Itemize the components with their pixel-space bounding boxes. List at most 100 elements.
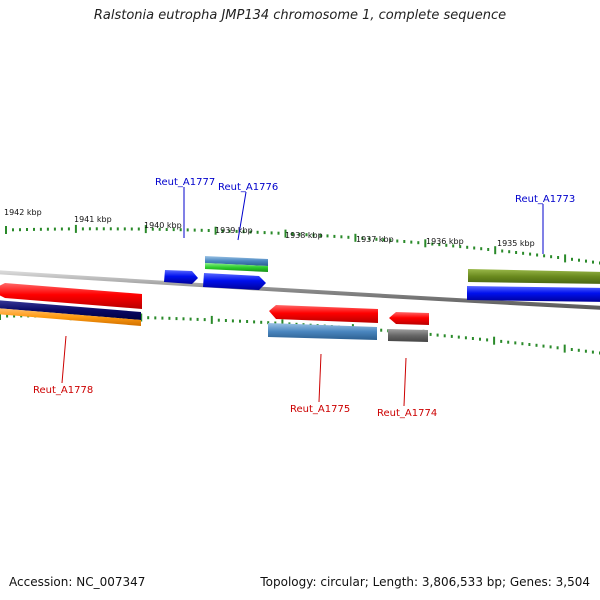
minor-tick [116, 227, 119, 231]
minor-tick [487, 248, 490, 251]
gene-reut-a1774-domain-gray [388, 329, 428, 342]
kbp-label: 1938 kbp [285, 231, 323, 240]
minor-tick [522, 251, 525, 255]
minor-tick [571, 257, 573, 261]
minor-tick [253, 320, 256, 324]
gene-reut-a1776-domain-steel [205, 256, 268, 266]
outer-tick-ruler [5, 224, 600, 265]
minor-tick [480, 247, 483, 251]
kbp-label: 1937 kbp [356, 235, 394, 244]
major-tick [210, 315, 213, 324]
minor-tick [224, 319, 227, 322]
minor-tick [33, 227, 35, 231]
minor-tick [228, 229, 231, 233]
gene-label-reut-a1773[interactable]: Reut_A1773 [515, 194, 575, 205]
minor-tick [535, 343, 538, 347]
minor-tick [88, 227, 91, 231]
minor-tick [123, 227, 126, 231]
gene-label-reut-a1778[interactable]: Reut_A1778 [33, 385, 93, 396]
gene-label-reut-a1776[interactable]: Reut_A1776 [218, 182, 278, 193]
kbp-label: 1939 kbp [215, 226, 253, 235]
minor-tick [175, 317, 178, 321]
minor-tick [161, 316, 164, 320]
major-tick [281, 319, 284, 328]
minor-tick [473, 246, 476, 250]
major-tick [424, 239, 427, 248]
minor-tick [46, 227, 49, 231]
gene-label-reut-a1777[interactable]: Reut_A1777 [155, 177, 215, 188]
minor-tick [231, 319, 234, 323]
major-tick [564, 254, 567, 263]
gene-reut-a1774[interactable] [389, 312, 429, 325]
gene-reut-a1776[interactable] [203, 273, 266, 290]
minor-tick [179, 228, 182, 232]
minor-tick [221, 229, 224, 233]
minor-tick [514, 341, 517, 345]
minor-tick [452, 244, 455, 248]
kbp-label: 1941 kbp [74, 215, 112, 224]
minor-tick [521, 342, 524, 346]
minor-tick [95, 227, 98, 231]
kbp-labels: 1942 kbp 1941 kbp 1940 kbp 1939 kbp 1938… [4, 208, 535, 248]
kbp-label: 1940 kbp [144, 221, 182, 230]
minor-tick [154, 316, 157, 320]
minor-tick [380, 328, 383, 332]
kbp-label: 1936 kbp [426, 237, 464, 246]
minor-tick [578, 258, 580, 262]
minor-tick [429, 332, 432, 336]
minor-tick [396, 239, 399, 243]
minor-tick [584, 349, 587, 353]
minor-tick [151, 227, 154, 231]
minor-tick [267, 321, 270, 325]
minor-tick [147, 316, 150, 320]
minor-tick [217, 318, 220, 322]
minor-tick [528, 343, 531, 346]
minor-tick [591, 350, 594, 354]
gene-label-reut-a1775[interactable]: Reut_A1775 [290, 404, 350, 415]
minor-tick [557, 256, 560, 259]
minor-tick [6, 314, 9, 318]
minor-tick [305, 233, 308, 237]
kbp-label: 1935 kbp [497, 239, 535, 248]
minor-tick [326, 234, 329, 238]
minor-tick [165, 228, 168, 231]
minor-tick [438, 243, 441, 247]
major-tick [284, 229, 287, 238]
major-tick [563, 344, 566, 353]
minor-tick [585, 259, 587, 263]
gene-labels: Reut_A1777 Reut_A1776 Reut_A1773 Reut_A1… [33, 177, 575, 419]
major-tick [74, 224, 77, 233]
gene-reut-a1777[interactable] [164, 270, 198, 284]
minor-tick [137, 227, 140, 231]
minor-tick [457, 335, 460, 339]
gene-reut-a1775[interactable] [269, 305, 378, 323]
minor-tick [508, 250, 511, 254]
minor-tick [577, 348, 580, 352]
minor-tick [436, 333, 439, 337]
minor-tick [172, 228, 175, 232]
minor-tick [298, 232, 301, 236]
minor-tick [235, 229, 238, 233]
minor-tick [249, 230, 252, 234]
minor-tick [182, 317, 185, 321]
gene-label-reut-a1774[interactable]: Reut_A1774 [377, 408, 437, 419]
minor-tick [242, 230, 245, 234]
minor-tick [459, 245, 462, 249]
minor-tick [471, 337, 474, 340]
map-title: Ralstonia eutropha JMP134 chromosome 1, … [93, 8, 507, 23]
minor-tick [361, 236, 364, 240]
gene-reut-a1778[interactable] [0, 283, 142, 309]
major-tick [140, 313, 143, 322]
minor-tick [592, 260, 594, 264]
minor-tick [347, 235, 350, 239]
gene-reut-a1776-domain-green [205, 263, 268, 272]
gene-reut-a1773[interactable] [467, 286, 600, 302]
minor-tick [207, 229, 210, 232]
major-tick [0, 312, 1, 320]
minor-tick [319, 234, 322, 237]
minor-tick [417, 241, 420, 245]
minor-tick [274, 321, 277, 325]
minor-tick [486, 338, 489, 342]
minor-tick [130, 227, 133, 231]
